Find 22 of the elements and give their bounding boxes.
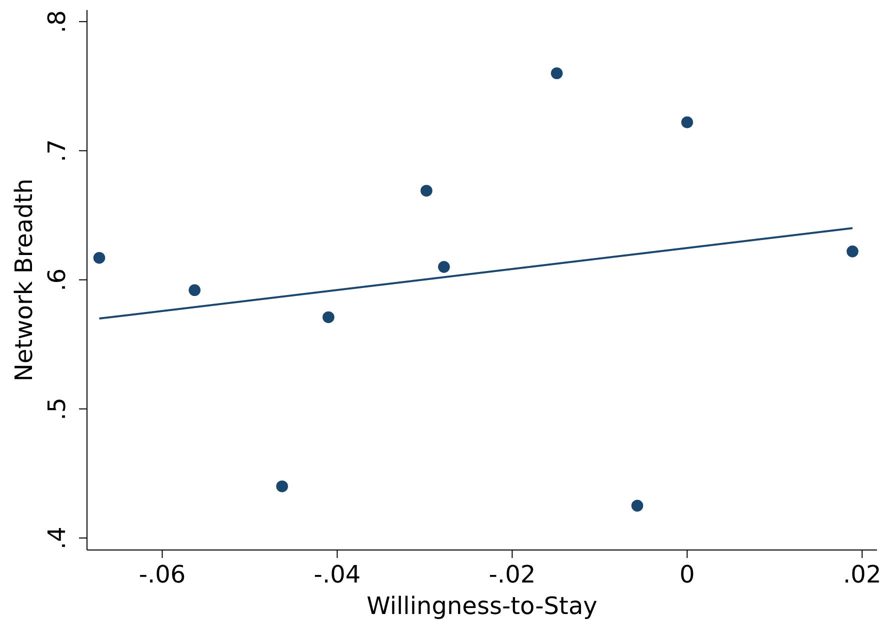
y-tick-label: .8 [43, 10, 71, 34]
x-tick-label: -.06 [138, 560, 186, 589]
point [188, 284, 201, 296]
y-tick-label: .5 [43, 397, 71, 420]
point [93, 252, 106, 264]
y-axis-title: Network Breadth [10, 178, 38, 382]
point [846, 246, 858, 258]
point [550, 67, 563, 80]
x-tick-label: .02 [843, 560, 882, 589]
point [681, 116, 694, 128]
point [438, 260, 450, 273]
y-tick-label: .4 [43, 526, 71, 550]
point [631, 500, 644, 512]
y-tick-label: .6 [43, 268, 71, 292]
y-tick-label: .7 [43, 139, 71, 162]
point [276, 480, 288, 492]
x-tick-label: 0 [680, 560, 695, 589]
point [322, 311, 334, 324]
point [420, 184, 432, 197]
x-axis-title: Willingness-to-Stay [366, 592, 598, 620]
x-tick-label: -.04 [314, 560, 361, 589]
x-tick-label: -.02 [488, 560, 536, 589]
